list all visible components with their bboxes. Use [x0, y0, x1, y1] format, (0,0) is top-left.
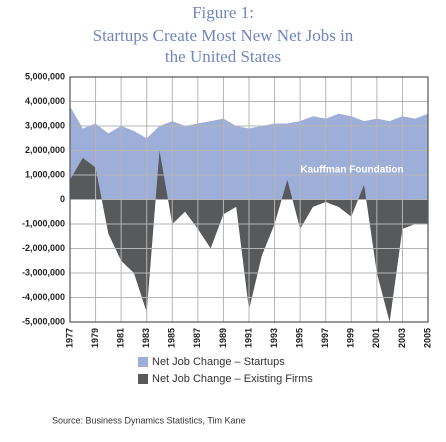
x-tick-label: 1995 — [295, 328, 305, 348]
y-tick-label: 1,000,000 — [25, 169, 65, 179]
y-tick-label: 2,000,000 — [25, 145, 65, 155]
x-tick-label: 1991 — [243, 328, 253, 348]
y-tick-label: -4,000,000 — [22, 292, 65, 302]
x-tick-label: 1993 — [269, 328, 279, 348]
x-tick-label: 2003 — [397, 328, 407, 348]
legend-swatch — [138, 357, 148, 367]
y-tick-label: -1,000,000 — [22, 218, 65, 228]
annotation: Kauffman Foundation — [300, 165, 403, 176]
y-tick-label: -5,000,000 — [22, 316, 65, 326]
x-tick-label: 1987 — [192, 328, 202, 348]
y-tick-label: -3,000,000 — [22, 267, 65, 277]
plot-frame — [69, 76, 429, 323]
y-tick-label: -2,000,000 — [22, 243, 65, 253]
x-tick-label: 1989 — [218, 328, 228, 348]
x-tick-label: 2001 — [371, 328, 381, 348]
x-tick-label: 1977 — [64, 328, 74, 348]
y-tick-label: 0 — [60, 194, 65, 204]
x-tick-label: 1979 — [90, 328, 100, 348]
y-tick-label: 4,000,000 — [25, 96, 65, 106]
legend-label: Net Job Change – Existing Firms — [152, 373, 313, 385]
y-tick-label: 5,000,000 — [25, 71, 65, 81]
x-tick-label: 2005 — [422, 328, 432, 348]
chart-subtitle: the United States — [165, 47, 281, 66]
x-tick-label: 1997 — [320, 328, 330, 348]
legend-swatch — [138, 374, 148, 384]
legend-label: Net Job Change – Startups — [152, 356, 285, 368]
x-tick-label: 1983 — [141, 328, 151, 348]
chart-title: Figure 1: — [192, 3, 254, 22]
x-tick-label: 1981 — [116, 328, 126, 348]
chart-subtitle: Startups Create Most New Net Jobs in — [93, 26, 354, 45]
source: Source: Business Dynamics Statistics, Ti… — [52, 415, 246, 425]
x-tick-label: 1985 — [167, 328, 177, 348]
x-tick-label: 1999 — [346, 328, 356, 348]
y-tick-label: 3,000,000 — [25, 120, 65, 130]
